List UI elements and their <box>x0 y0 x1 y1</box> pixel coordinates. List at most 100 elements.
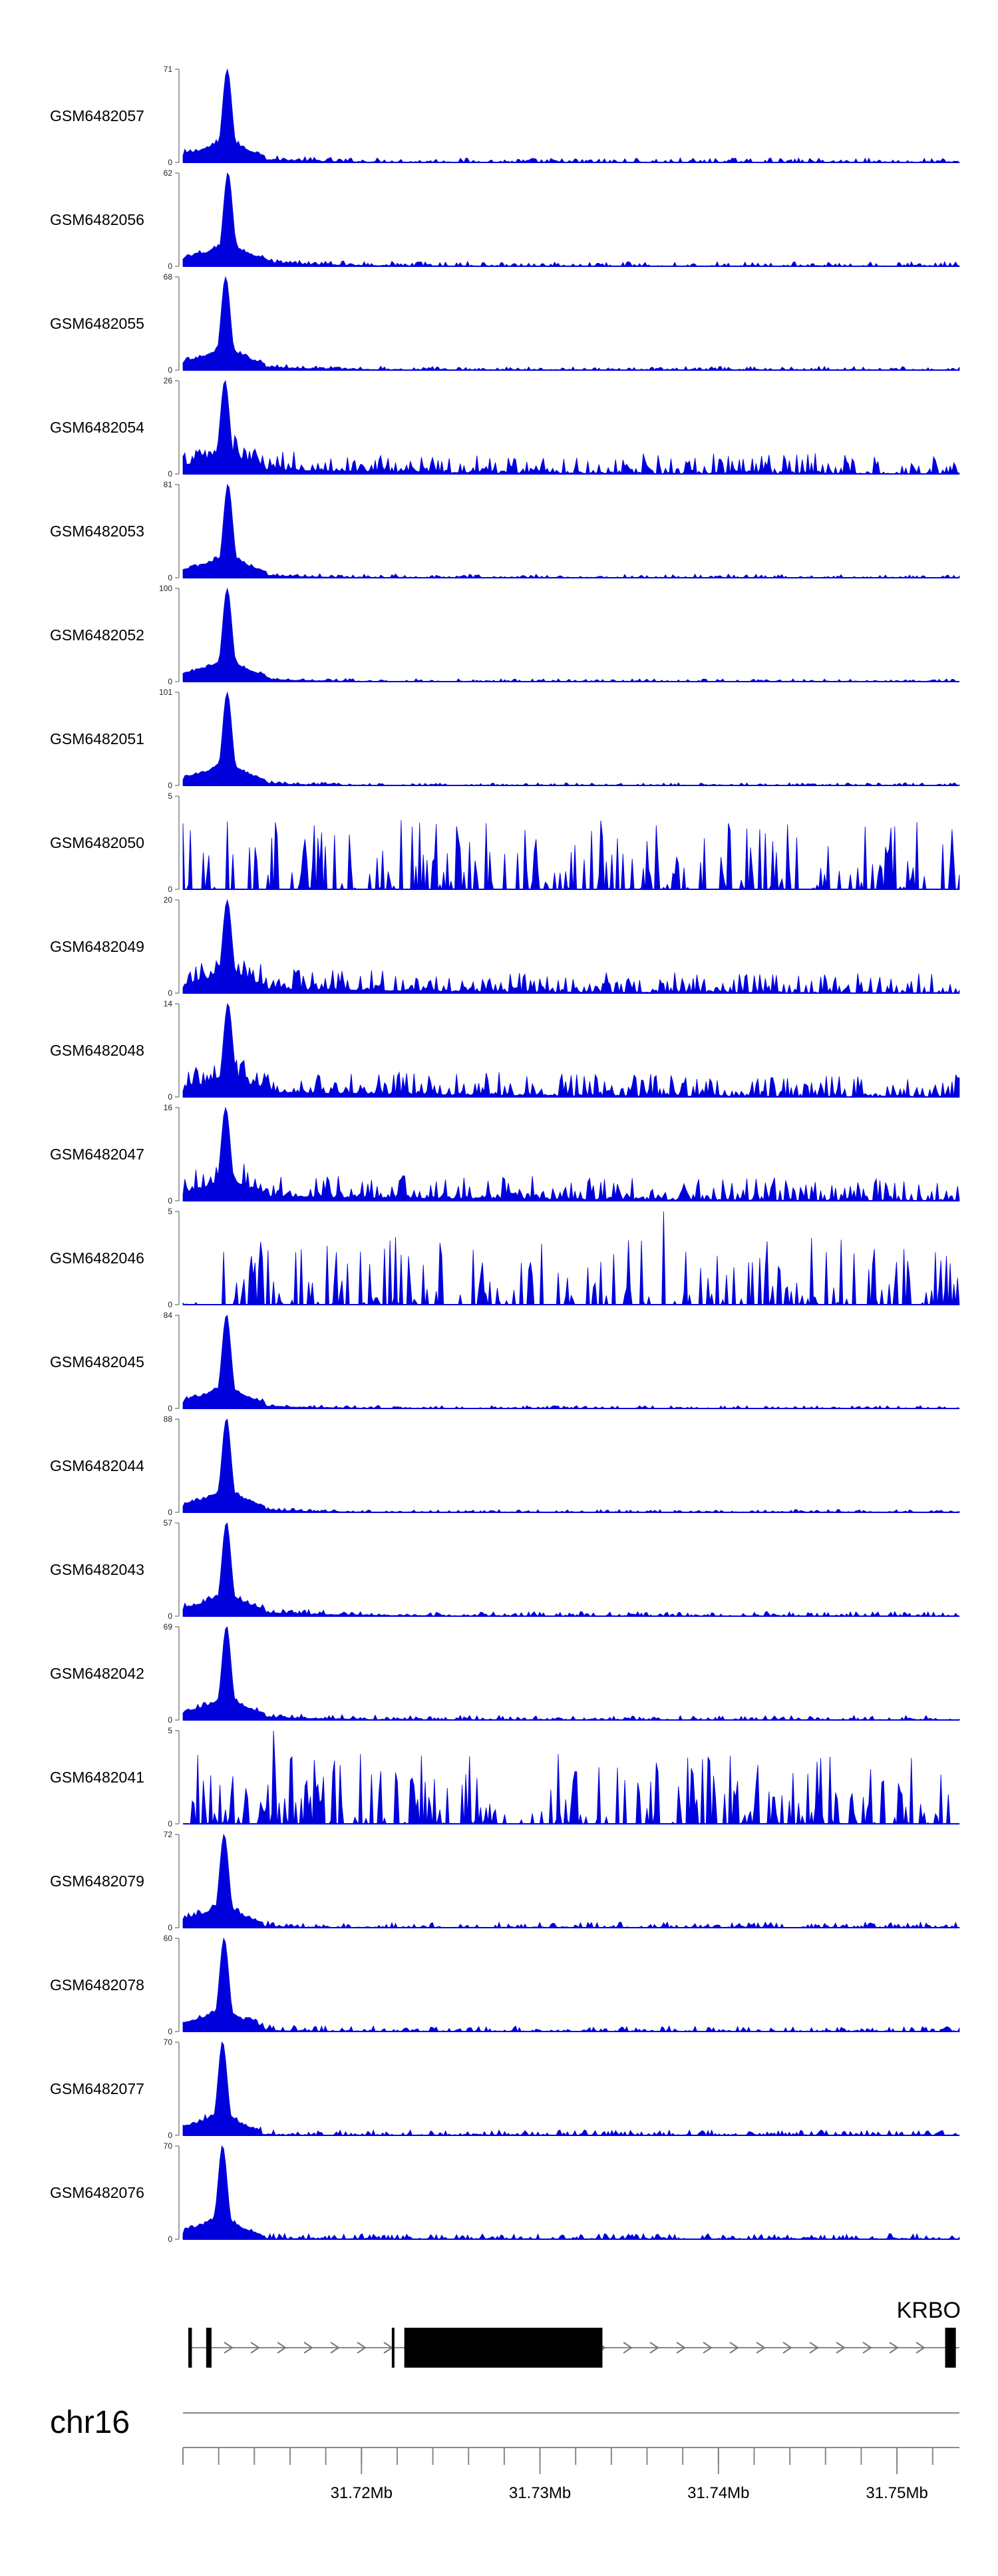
genome-axis: chr16 31.72Mb 31.73Mb 31.74Mb 31.75Mb <box>50 2405 959 2502</box>
y-max-label: 71 <box>164 65 173 74</box>
exon <box>404 2328 603 2368</box>
coverage-area <box>182 172 960 267</box>
track-GSM6482053: GSM6482053 81 0 <box>50 480 960 582</box>
strand-chevron <box>836 2342 846 2354</box>
x-tick-label: 31.73Mb <box>509 2484 571 2502</box>
y-zero-label: 0 <box>168 1404 172 1413</box>
coverage-area <box>182 379 960 475</box>
coverage-area <box>182 1522 960 1617</box>
chromosome-label: chr16 <box>50 2405 130 2440</box>
strand-chevron <box>649 2342 659 2354</box>
track-label: GSM6482076 <box>50 2184 144 2201</box>
coverage-area <box>182 1418 960 1513</box>
x-tick-label: 31.72Mb <box>331 2484 393 2502</box>
y-max-label: 20 <box>164 895 173 905</box>
y-max-label: 101 <box>159 688 172 697</box>
y-zero-label: 0 <box>168 2131 172 2140</box>
y-zero-label: 0 <box>168 781 172 790</box>
strand-chevron <box>303 2342 313 2354</box>
y-max-label: 100 <box>159 584 172 593</box>
coverage-area <box>182 276 960 371</box>
strand-chevron <box>782 2342 792 2354</box>
strand-chevron <box>250 2342 260 2354</box>
track-label: GSM6482049 <box>50 938 144 955</box>
coverage-tracks: GSM6482057710GSM6482056620GSM6482055680G… <box>50 65 961 2244</box>
track-GSM6482057: GSM6482057 71 0 <box>50 65 961 167</box>
coverage-area <box>182 1626 960 1721</box>
track-GSM6482042: GSM6482042 69 0 <box>50 1622 960 1725</box>
y-max-label: 68 <box>164 272 173 282</box>
track-GSM6482078: GSM6482078 60 0 <box>50 1934 960 2036</box>
exon <box>391 2328 395 2368</box>
exon <box>206 2328 212 2368</box>
strand-chevron <box>729 2342 739 2354</box>
y-zero-label: 0 <box>168 469 172 479</box>
y-zero-label: 0 <box>168 365 172 375</box>
y-zero-label: 0 <box>168 1715 172 1725</box>
y-zero-label: 0 <box>168 1196 172 1205</box>
y-max-label: 57 <box>164 1518 173 1528</box>
track-GSM6482076: GSM6482076 70 0 <box>50 2141 960 2244</box>
strand-chevron <box>862 2342 872 2354</box>
y-zero-label: 0 <box>168 2235 172 2244</box>
track-label: GSM6482044 <box>50 1457 144 1474</box>
track-label: GSM6482053 <box>50 523 144 540</box>
coverage-area <box>182 483 960 578</box>
coverage-area <box>182 1833 960 1929</box>
track-label: GSM6482054 <box>50 419 144 436</box>
y-max-label: 14 <box>164 999 173 1008</box>
y-max-label: 5 <box>168 1726 172 1735</box>
strand-chevron <box>277 2342 287 2354</box>
y-zero-label: 0 <box>168 1819 172 1828</box>
track-GSM6482052: GSM6482052 100 0 <box>50 584 960 686</box>
y-max-label: 72 <box>164 1830 173 1839</box>
track-label: GSM6482048 <box>50 1042 144 1059</box>
y-zero-label: 0 <box>168 885 172 894</box>
coverage-area <box>182 1002 960 1098</box>
track-label: GSM6482057 <box>50 107 144 124</box>
coverage-area <box>182 819 960 891</box>
strand-chevron <box>357 2342 367 2354</box>
coverage-area <box>182 899 960 994</box>
track-label: GSM6482046 <box>50 1249 144 1267</box>
y-zero-label: 0 <box>168 1611 172 1621</box>
coverage-area <box>182 1211 960 1306</box>
y-zero-label: 0 <box>168 1300 172 1309</box>
track-GSM6482049: GSM6482049 20 0 <box>50 895 960 998</box>
track-GSM6482046: GSM6482046 5 0 <box>50 1207 960 1309</box>
y-zero-label: 0 <box>168 2027 172 2036</box>
track-GSM6482045: GSM6482045 84 0 <box>50 1311 960 1413</box>
track-label: GSM6482042 <box>50 1665 144 1682</box>
track-GSM6482079: GSM6482079 72 0 <box>50 1830 960 1932</box>
strand-chevron <box>330 2342 340 2354</box>
track-label: GSM6482047 <box>50 1146 144 1163</box>
strand-chevron <box>756 2342 766 2354</box>
y-max-label: 16 <box>164 1103 173 1112</box>
coverage-area <box>182 1106 960 1201</box>
track-label: GSM6482079 <box>50 1872 144 1890</box>
y-max-label: 70 <box>164 2141 173 2151</box>
y-zero-label: 0 <box>168 1508 172 1517</box>
coverage-area <box>182 1315 960 1409</box>
y-zero-label: 0 <box>168 677 172 686</box>
track-GSM6482048: GSM6482048 14 0 <box>50 999 960 1102</box>
track-GSM6482054: GSM6482054 26 0 <box>50 376 960 479</box>
y-zero-label: 0 <box>168 1923 172 1932</box>
coverage-area <box>182 691 960 786</box>
exon <box>945 2328 956 2368</box>
track-label: GSM6482043 <box>50 1561 144 1578</box>
track-GSM6482041: GSM6482041 5 0 <box>50 1726 960 1828</box>
track-label: GSM6482050 <box>50 834 144 851</box>
track-GSM6482077: GSM6482077 70 0 <box>50 2038 960 2140</box>
y-max-label: 84 <box>164 1311 173 1320</box>
x-tick-label: 31.75Mb <box>866 2484 927 2502</box>
coverage-area <box>182 2145 960 2241</box>
track-label: GSM6482055 <box>50 315 144 332</box>
track-label: GSM6482077 <box>50 2080 144 2097</box>
track-label: GSM6482052 <box>50 626 144 644</box>
strand-chevron <box>676 2342 686 2354</box>
exon <box>188 2328 192 2368</box>
coverage-area <box>182 1937 960 2032</box>
y-max-label: 81 <box>164 480 173 489</box>
